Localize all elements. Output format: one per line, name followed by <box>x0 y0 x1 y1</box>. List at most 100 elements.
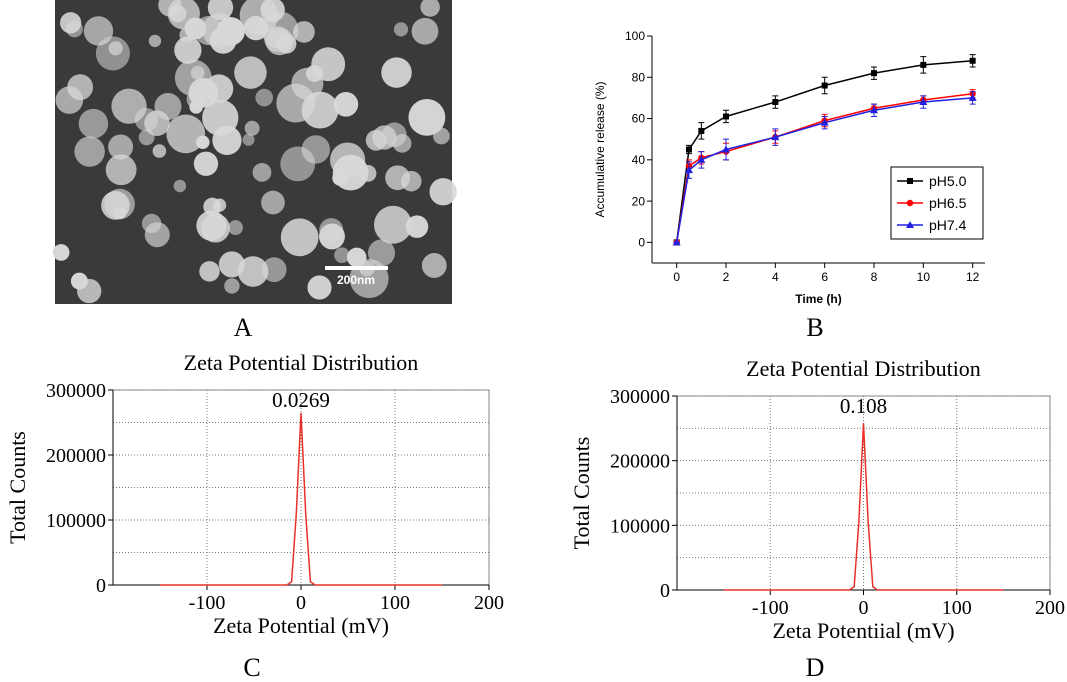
particle <box>301 135 330 164</box>
particle <box>381 57 412 88</box>
legend-label: pH6.5 <box>929 195 967 211</box>
x-tick-label: 10 <box>917 270 931 284</box>
y-tick-label: 100000 <box>610 515 670 537</box>
particles <box>52 0 457 304</box>
particle <box>319 218 344 243</box>
x-tick-label: -100 <box>752 597 789 619</box>
particle <box>196 135 210 149</box>
x-tick-label: 0 <box>673 270 680 284</box>
y-tick-label: 40 <box>632 153 646 167</box>
particle <box>242 133 255 146</box>
particle <box>196 210 227 241</box>
particle <box>179 27 195 43</box>
y-tick-label: 300000 <box>610 386 670 408</box>
marker <box>722 145 730 153</box>
y-tick-label: 80 <box>632 70 646 84</box>
marker <box>968 93 977 101</box>
particle <box>78 108 109 139</box>
chart-title: Zeta Potential Distribution <box>184 350 419 375</box>
x-tick-label: 2 <box>723 270 730 284</box>
marker <box>697 155 706 163</box>
particle <box>261 257 287 283</box>
marker <box>672 238 681 246</box>
particle <box>244 120 260 136</box>
particle <box>83 16 114 46</box>
particle <box>293 21 315 43</box>
particle <box>405 215 429 238</box>
x-axis-label: Time (h) <box>795 292 841 306</box>
x-tick-label: 0 <box>296 592 306 614</box>
particle <box>67 74 94 101</box>
panel-label: B <box>806 313 823 342</box>
y-tick-label: 20 <box>632 194 646 208</box>
series-line <box>723 423 1004 591</box>
x-axis-label: Zeta Potential (mV) <box>213 613 389 638</box>
particle <box>333 91 359 117</box>
panel-label: A <box>234 313 253 342</box>
particle <box>148 34 162 48</box>
particle <box>105 154 137 186</box>
x-tick-label: 4 <box>772 270 779 284</box>
marker <box>969 57 976 64</box>
panel-label: C <box>243 653 260 682</box>
particle <box>144 222 170 248</box>
y-axis-label: Total Counts <box>569 437 594 550</box>
particle <box>365 129 387 151</box>
micrograph: 200nm <box>52 0 457 304</box>
particle <box>108 134 134 160</box>
particle <box>152 144 167 158</box>
particle <box>382 122 407 148</box>
particle <box>202 99 239 136</box>
particle <box>60 12 82 34</box>
x-tick-label: -100 <box>189 592 226 614</box>
peak-label: 0.108 <box>840 394 887 418</box>
y-tick-label: 200000 <box>610 451 670 473</box>
y-tick-label: 200000 <box>46 445 106 467</box>
chart: 0 2 4 6 8 10 12 0 20 40 60 80 100 Time (h) Accumulativ… <box>593 29 985 306</box>
legend-marker <box>906 199 914 207</box>
particle <box>373 205 412 244</box>
particle <box>173 179 187 193</box>
y-tick-label: 300000 <box>46 380 106 402</box>
particle <box>421 253 447 278</box>
x-tick-label: 100 <box>380 592 410 614</box>
particle <box>411 17 439 45</box>
particle <box>74 136 105 167</box>
y-tick-label: 0 <box>660 580 670 602</box>
peak-label: 0.0269 <box>272 388 330 412</box>
particle <box>108 41 123 56</box>
x-tick-label: 8 <box>871 270 878 284</box>
particle <box>260 0 285 23</box>
particle <box>367 239 396 267</box>
particle <box>252 163 272 182</box>
particle <box>237 256 269 287</box>
particle <box>408 98 446 136</box>
particle <box>134 108 159 132</box>
particle <box>228 220 243 236</box>
panel-label: D <box>806 653 825 682</box>
legend-marker <box>907 178 913 184</box>
particle <box>265 27 294 56</box>
marker <box>920 61 927 68</box>
particle <box>52 244 70 261</box>
particle <box>154 92 182 120</box>
y-axis-label: Accumulative release (%) <box>593 81 607 217</box>
particle <box>218 251 245 278</box>
marker <box>772 99 779 106</box>
particle <box>101 191 130 220</box>
marker <box>685 166 693 174</box>
particle <box>359 165 377 182</box>
particle <box>193 151 219 176</box>
particle <box>311 47 346 82</box>
legend-label: pH7.4 <box>929 217 967 233</box>
y-tick-label: 0 <box>638 236 645 250</box>
marker <box>870 106 878 114</box>
x-axis-label: Zeta Potentiial (mV) <box>772 618 954 643</box>
particle <box>166 114 206 154</box>
particle <box>393 22 409 37</box>
y-tick-label: 100 <box>625 29 645 43</box>
y-tick-label: 60 <box>632 112 646 126</box>
particle <box>77 278 102 304</box>
particle <box>280 218 319 257</box>
